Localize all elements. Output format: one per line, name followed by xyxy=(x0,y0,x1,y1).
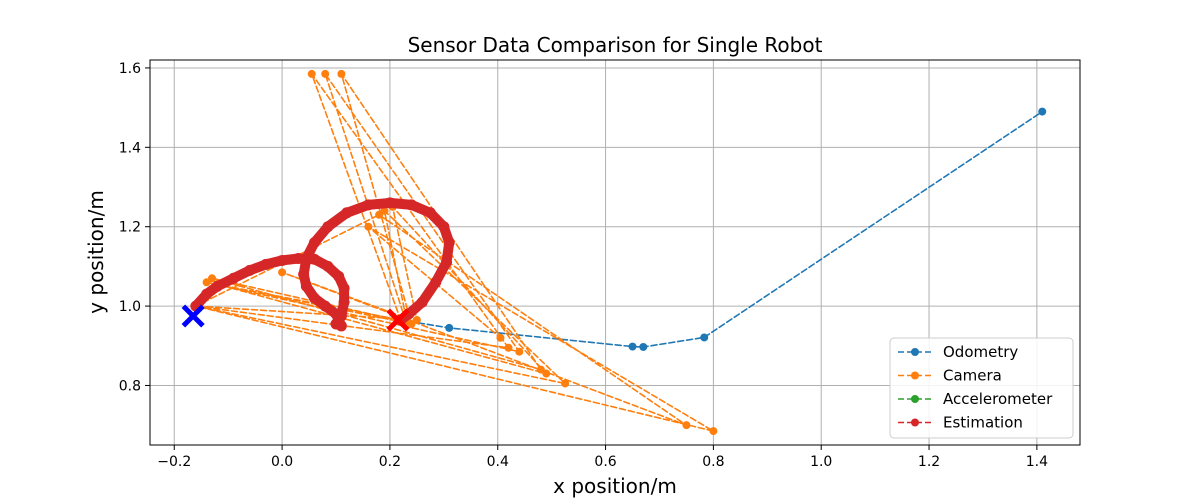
camera-line xyxy=(195,73,715,432)
estimation-point xyxy=(276,254,288,266)
camera-point xyxy=(561,379,570,388)
odometry-point xyxy=(639,342,648,351)
x-tick-label: 1.4 xyxy=(1026,454,1048,470)
camera-point xyxy=(515,347,524,356)
estimation-point xyxy=(308,237,320,249)
legend-entry-camera: Camera xyxy=(898,367,1002,385)
legend-label: Camera xyxy=(943,367,1002,385)
odometry-point xyxy=(700,333,709,342)
estimation-point xyxy=(244,264,256,276)
x-tick-label: 0.8 xyxy=(702,454,724,470)
x-tick-label: 0.6 xyxy=(594,454,616,470)
estimation-point xyxy=(300,252,312,264)
camera-point xyxy=(337,69,346,78)
estimation-point xyxy=(319,300,331,312)
x-tick-label: 1.2 xyxy=(918,454,940,470)
legend-label: Odometry xyxy=(943,343,1018,361)
x-tick-label: −0.2 xyxy=(157,454,191,470)
camera-point xyxy=(278,268,287,277)
x-tick-label: 0.4 xyxy=(487,454,509,470)
estimation-point xyxy=(441,256,453,268)
camera-point xyxy=(364,222,373,231)
end-marker xyxy=(386,308,410,332)
y-tick-label: 1.6 xyxy=(119,61,141,77)
estimation-point xyxy=(300,280,312,292)
estimation-point xyxy=(298,268,310,280)
x-axis-label: x position/m xyxy=(553,474,677,498)
estimation-point xyxy=(424,207,436,219)
y-axis-label: y position/m xyxy=(84,190,108,314)
camera-point xyxy=(504,343,513,352)
legend-entry-odometry: Odometry xyxy=(898,343,1018,361)
camera-point xyxy=(709,427,718,436)
axis-ticks: −0.2 0.0 0.2 0.4 0.6 0.8 1.0 1.2 1.4 0.8 1.0 1.2 1.4… xyxy=(119,61,1048,470)
estimation-point xyxy=(211,280,223,292)
estimation-point xyxy=(308,253,320,265)
estimation-point xyxy=(201,288,213,300)
estimation-point xyxy=(335,320,347,332)
odometry-point xyxy=(445,323,454,332)
legend-label: Estimation xyxy=(943,414,1023,432)
chart-title: Sensor Data Comparison for Single Robot xyxy=(408,33,823,57)
x-tick-label: 0.2 xyxy=(379,454,401,470)
legend-entry-estimation: Estimation xyxy=(898,414,1023,432)
legend: Odometry Camera Accelerometer Estimation xyxy=(889,337,1074,439)
estimation-point xyxy=(438,221,450,233)
camera-series xyxy=(191,69,718,436)
estimation-point xyxy=(322,221,334,233)
estimation-point xyxy=(260,258,272,270)
estimation-point xyxy=(405,199,417,211)
y-tick-label: 1.2 xyxy=(119,220,141,236)
estimation-point xyxy=(308,292,320,304)
estimation-point xyxy=(338,282,350,294)
estimation-point xyxy=(322,260,334,272)
x-tick-label: 0.0 xyxy=(271,454,293,470)
legend-label: Accelerometer xyxy=(943,390,1053,408)
odometry-point xyxy=(1038,107,1047,116)
camera-point xyxy=(307,69,316,78)
y-tick-label: 0.8 xyxy=(119,378,141,394)
estimation-point xyxy=(333,270,345,282)
estimation-point xyxy=(338,296,350,308)
camera-point xyxy=(375,210,384,219)
legend-box xyxy=(889,337,1074,439)
estimation-point xyxy=(330,308,342,320)
estimation-point xyxy=(292,252,304,264)
plot-area xyxy=(181,69,1047,436)
x-tick-label: 1.0 xyxy=(810,454,832,470)
estimation-series xyxy=(190,197,455,332)
estimation-point xyxy=(416,296,428,308)
camera-point xyxy=(412,315,421,324)
odometry-point xyxy=(628,342,637,351)
estimation-point xyxy=(443,237,455,249)
estimation-point xyxy=(362,199,374,211)
estimation-point xyxy=(430,276,442,288)
camera-point xyxy=(321,69,330,78)
plot-frame xyxy=(149,59,1081,446)
odometry-line xyxy=(399,110,1044,348)
camera-point xyxy=(542,369,551,378)
y-tick-label: 1.4 xyxy=(119,140,141,156)
estimation-point xyxy=(384,197,396,209)
estimation-point xyxy=(228,272,240,284)
start-marker xyxy=(181,304,205,328)
legend-entry-accelerometer: Accelerometer xyxy=(898,390,1053,408)
estimation-point xyxy=(341,207,353,219)
camera-point xyxy=(496,333,505,342)
camera-point xyxy=(682,421,691,430)
camera-point xyxy=(208,274,216,283)
y-tick-label: 1.0 xyxy=(119,299,141,315)
